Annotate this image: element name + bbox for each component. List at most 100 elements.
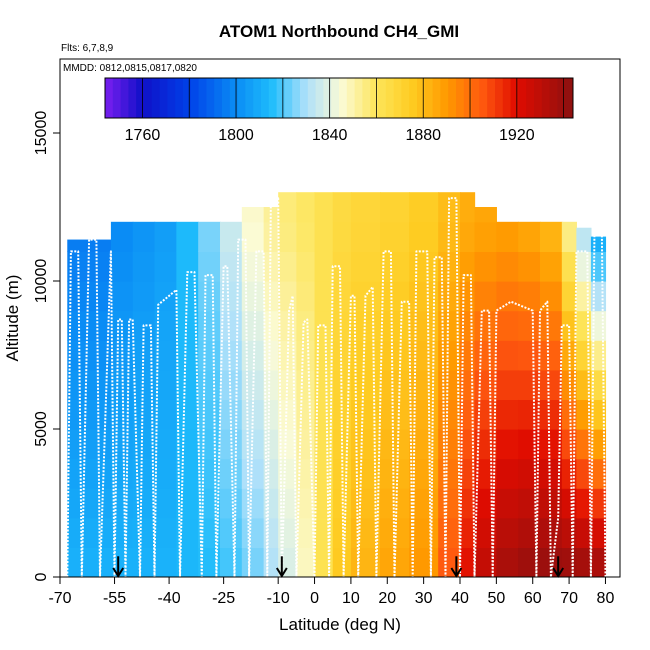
heatmap-cell: [220, 429, 243, 460]
heatmap-cell: [576, 458, 592, 489]
heatmap-cell: [67, 547, 112, 577]
heatmap-cell: [154, 221, 177, 252]
colorbar-segment: [253, 78, 262, 118]
heatmap-cell: [561, 221, 577, 252]
x-tick-label: 10: [342, 590, 360, 607]
flight-track: [66, 197, 607, 577]
heatmap-cell: [496, 221, 519, 252]
latitude-arrow: [450, 556, 463, 578]
heatmap-cell: [314, 488, 334, 519]
x-tick-label: -10: [267, 590, 290, 607]
heatmap-cell: [241, 310, 265, 341]
heatmap-cell: [176, 251, 199, 282]
colorbar-segment: [190, 78, 200, 118]
heatmap-cell: [110, 517, 134, 548]
heatmap-cell: [332, 547, 352, 577]
heatmap-cell: [241, 340, 265, 371]
colorbar-segment: [471, 78, 480, 118]
heatmap-cell: [198, 340, 221, 371]
heatmap-cell: [198, 310, 221, 341]
heatmap-cell: [561, 547, 577, 577]
colorbar-segment: [565, 78, 574, 118]
heatmap-cell: [518, 547, 541, 577]
heatmap-cell: [132, 429, 156, 460]
colorbar-segment: [144, 78, 153, 118]
dates-note: MMDD: 0812,0815,0817,0820: [63, 63, 197, 74]
heatmap-cell: [540, 310, 563, 341]
heatmap-cell: [241, 281, 265, 312]
heatmap-cell: [314, 340, 334, 371]
heatmap-cell: [576, 369, 592, 400]
heatmap-cell: [176, 488, 199, 519]
heatmap-cell: [590, 369, 607, 400]
heatmap-cell: [154, 547, 177, 577]
heatmap-cell: [561, 310, 577, 341]
heatmap-cell: [198, 458, 221, 489]
y-axis: 0 5000 10000 15000: [33, 111, 60, 581]
y-tick-label: 10000: [33, 259, 50, 304]
heatmap-cell: [263, 547, 279, 577]
colorbar-segment: [432, 78, 441, 118]
heatmap-cell: [278, 517, 297, 548]
heatmap-cell: [474, 281, 497, 312]
heatmap-cell: [409, 192, 439, 223]
heatmap-cell: [220, 221, 243, 252]
heatmap-cell: [220, 369, 243, 400]
heatmap-cell: [518, 340, 541, 371]
colorbar-segment: [456, 78, 465, 118]
y-tick-label: 5000: [33, 411, 50, 447]
heatmap-cell: [67, 239, 112, 252]
x-tick-label: 60: [524, 590, 542, 607]
heatmap-cell: [409, 399, 439, 430]
heatmap-cell: [576, 281, 592, 312]
heatmap-cell: [263, 310, 279, 341]
heatmap-cell: [296, 517, 316, 548]
heatmap-cell: [220, 340, 243, 371]
heatmap-cell: [67, 488, 112, 519]
colorbar-segment: [112, 78, 122, 118]
heatmap-cell: [380, 488, 410, 519]
heatmap-cell: [460, 192, 476, 223]
heatmap-cell: [332, 251, 352, 282]
heatmap-cell: [576, 488, 592, 519]
heatmap-cell: [314, 547, 334, 577]
heatmap-cell: [132, 221, 156, 252]
heatmap-cell: [460, 399, 476, 430]
x-tick-label: 80: [597, 590, 615, 607]
heatmap-cell: [576, 251, 592, 282]
heatmap-cell: [350, 251, 381, 282]
colorbar-segment: [401, 78, 410, 118]
heatmap-cell: [590, 310, 607, 341]
heatmap-cell: [332, 221, 352, 252]
heatmap-cell: [278, 340, 297, 371]
heatmap-cell: [296, 488, 316, 519]
heatmap-cell: [518, 369, 541, 400]
heatmap-cell: [154, 251, 177, 282]
colorbar-segment: [292, 78, 301, 118]
latitude-arrow: [552, 556, 565, 578]
heatmap-cell: [67, 281, 112, 312]
colorbar-segment: [479, 78, 488, 118]
colorbar-segment: [534, 78, 543, 118]
heatmap-cell: [438, 310, 461, 341]
heatmap-cell: [154, 281, 177, 312]
colorbar-segment: [448, 78, 457, 118]
heatmap-cell: [496, 429, 519, 460]
colorbar-tick-label: 1760: [125, 127, 161, 144]
heatmap-cell: [590, 517, 607, 548]
heatmap-cell: [332, 310, 352, 341]
heatmap-cell: [496, 369, 519, 400]
heatmap-cell: [380, 340, 410, 371]
heatmap-cell: [176, 547, 199, 577]
heatmap-cell: [278, 221, 297, 252]
colorbar-segment: [440, 78, 449, 118]
heatmap-cell: [220, 310, 243, 341]
heatmap-cell: [496, 399, 519, 430]
heatmap-cell: [296, 369, 316, 400]
heatmap-cell: [380, 221, 410, 252]
heatmap-cell: [314, 192, 334, 223]
heatmap-cell: [296, 547, 316, 577]
heatmap-cell: [409, 281, 439, 312]
heatmap-cell: [241, 251, 265, 282]
colorbar-segment: [268, 78, 278, 118]
